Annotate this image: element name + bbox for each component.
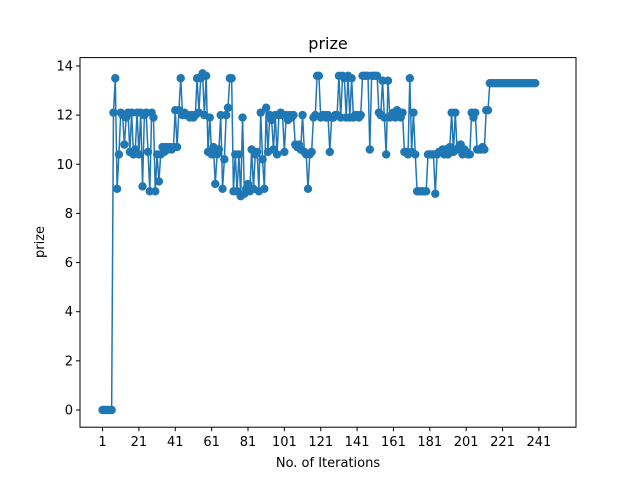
data-point <box>149 113 158 122</box>
data-point <box>471 108 480 117</box>
x-tick-label: 21 <box>131 435 148 450</box>
data-point <box>465 150 475 159</box>
data-point <box>431 189 440 198</box>
y-tick-label: 6 <box>65 256 73 271</box>
data-point <box>227 74 236 83</box>
data-point <box>383 76 393 85</box>
x-tick-label: 101 <box>272 435 297 450</box>
data-point <box>289 110 298 120</box>
data-point <box>409 108 418 117</box>
y-tick-label: 12 <box>56 109 73 124</box>
data-line <box>102 73 536 411</box>
data-point <box>480 145 489 154</box>
x-tick-label: 221 <box>490 435 515 450</box>
data-point <box>112 184 122 194</box>
y-tick-label: 14 <box>56 59 73 74</box>
data-point <box>120 140 129 149</box>
data-point <box>325 147 335 157</box>
data-point <box>531 78 540 88</box>
data-point <box>234 150 244 159</box>
data-point <box>243 179 253 189</box>
data-point <box>272 150 282 159</box>
data-point <box>258 155 267 164</box>
data-point <box>381 150 391 159</box>
data-point <box>280 147 289 157</box>
plot-frame <box>79 57 577 428</box>
data-point <box>214 145 224 154</box>
x-tick-label: 161 <box>381 435 406 450</box>
y-tick-label: 10 <box>56 158 73 173</box>
data-point <box>109 108 118 117</box>
data-point <box>365 145 375 154</box>
data-point <box>314 71 324 80</box>
data-point <box>221 110 231 120</box>
data-point <box>143 147 153 157</box>
data-point <box>298 110 307 120</box>
data-point <box>201 71 211 80</box>
data-point <box>260 184 269 194</box>
data-point <box>252 147 262 157</box>
data-point <box>238 113 247 122</box>
y-tick-label: 4 <box>65 305 73 320</box>
x-tick-label: 181 <box>417 435 442 450</box>
y-tick-label: 2 <box>65 354 73 369</box>
x-tick-label: 241 <box>526 435 551 450</box>
data-point <box>398 108 407 117</box>
x-axis-label: No. of Iterations <box>276 456 381 471</box>
data-point <box>307 147 316 157</box>
y-axis-label: prize <box>33 226 48 258</box>
data-point <box>421 187 431 196</box>
x-tick-label: 201 <box>454 435 479 450</box>
x-tick-label: 41 <box>167 435 184 450</box>
data-point <box>223 103 233 112</box>
data-point <box>111 74 120 83</box>
data-point <box>134 150 144 159</box>
data-point <box>411 150 420 159</box>
data-point <box>172 142 182 152</box>
data-point <box>220 155 229 164</box>
data-point <box>107 405 116 415</box>
data-point <box>405 74 415 83</box>
data-point <box>138 182 147 191</box>
data-point <box>218 184 227 194</box>
data-point <box>151 187 160 196</box>
x-tick-label: 61 <box>203 435 220 450</box>
chart-title: prize <box>308 34 347 53</box>
data-point <box>483 105 493 115</box>
data-point <box>303 184 313 194</box>
x-tick-label: 1 <box>98 435 106 450</box>
data-point <box>261 103 271 112</box>
data-point <box>205 113 215 122</box>
y-tick-label: 0 <box>65 403 73 418</box>
data-point <box>114 150 124 159</box>
data-point <box>154 177 164 186</box>
data-point <box>451 108 460 117</box>
data-point <box>372 71 382 80</box>
x-tick-label: 81 <box>240 435 257 450</box>
data-point <box>356 110 365 120</box>
x-tick-label: 121 <box>308 435 333 450</box>
data-point <box>176 74 185 83</box>
data-point <box>347 74 356 83</box>
data-point <box>211 179 220 189</box>
y-tick-label: 8 <box>65 207 73 222</box>
data-point <box>256 108 265 117</box>
x-tick-label: 141 <box>345 435 370 450</box>
